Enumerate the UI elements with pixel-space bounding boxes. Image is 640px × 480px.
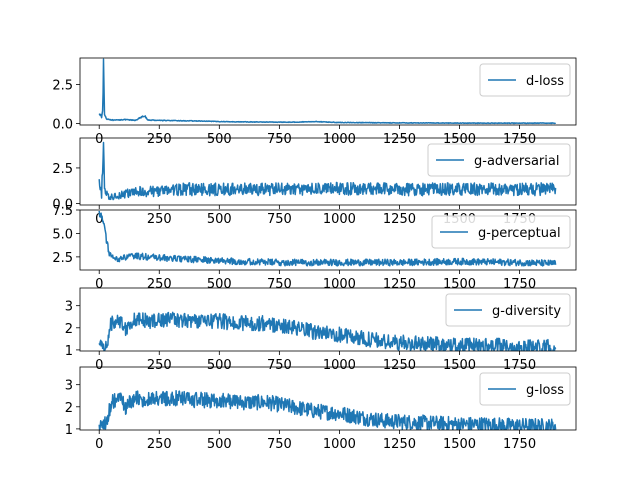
y-tick-label: 3 (65, 300, 73, 315)
x-tick-label: 750 (267, 277, 292, 292)
series-line-g-diversity (98, 311, 557, 351)
x-tick-label: 0 (95, 437, 103, 452)
y-tick-label: 2 (65, 401, 73, 416)
x-tick-label: 750 (267, 358, 292, 373)
legend-label: d-loss (526, 74, 564, 89)
x-tick-label: 1000 (323, 277, 356, 292)
y-tick-label: 5.0 (52, 227, 73, 242)
legend: g-loss (479, 372, 571, 406)
x-tick-label: 1500 (443, 358, 476, 373)
axes-frame (79, 209, 577, 271)
x-tick-label: 1750 (503, 132, 536, 147)
x-tick-label: 250 (147, 132, 172, 147)
legend-box (479, 372, 571, 406)
legend: g-perceptual (431, 215, 571, 249)
x-tick-label: 1250 (383, 132, 416, 147)
legend-box (445, 293, 571, 327)
x-tick-label: 1250 (383, 437, 416, 452)
x-tick-label: 250 (147, 212, 172, 227)
legend-label: g-adversarial (474, 154, 559, 169)
x-tick-label: 750 (267, 212, 292, 227)
x-tick-label: 1000 (323, 132, 356, 147)
subplot-1: 0 250 500 750 1000 1250 1500 1750 0.0 2.5 d-loss (52, 57, 577, 147)
y-tick-label: 7.5 (52, 204, 73, 219)
subplot-2: 025050075010001250150017500.02.5g-advers… (52, 137, 577, 227)
x-tick-label: 1000 (323, 212, 356, 227)
x-tick-label: 750 (267, 437, 292, 452)
legend: g-diversity (445, 293, 571, 327)
legend-box (431, 215, 571, 249)
legend-label: g-diversity (492, 304, 561, 319)
x-tick-label: 1000 (323, 358, 356, 373)
x-tick-label: 0 (95, 132, 103, 147)
x-tick-label: 1000 (323, 437, 356, 452)
y-tick-label: 2 (65, 322, 73, 337)
x-tick-label: 1500 (443, 277, 476, 292)
y-tick-label: 2.5 (52, 251, 73, 266)
series-line-d-loss (98, 58, 557, 125)
legend: d-loss (479, 63, 571, 97)
legend-box (427, 143, 571, 177)
x-tick-label: 250 (147, 437, 172, 452)
x-tick-label: 1750 (503, 277, 536, 292)
x-tick-label: 250 (147, 277, 172, 292)
axes-frame (79, 366, 577, 431)
y-tick-label: 0.0 (52, 198, 73, 213)
series-line-g-perceptual (98, 210, 557, 267)
x-tick-label: 0 (95, 358, 103, 373)
subplot-5: 0 250 500 750 1000 1250 1500 1750 1 2 3 g-loss (65, 366, 577, 452)
x-tick-label: 500 (207, 132, 232, 147)
x-tick-label: 1500 (443, 132, 476, 147)
x-tick-label: 0 (95, 277, 103, 292)
y-tick-label: 1 (65, 344, 73, 359)
x-tick-label: 1750 (503, 437, 536, 452)
y-tick-label: 2.5 (52, 78, 73, 93)
series-line-g-adversarial (98, 141, 557, 201)
x-tick-label: 1250 (383, 277, 416, 292)
series-line-g-loss (98, 389, 557, 430)
x-tick-label: 250 (147, 358, 172, 373)
legend-label: g-perceptual (478, 226, 561, 241)
axes-frame (79, 57, 577, 126)
subplot-3: 0 250 500 750 1000 1250 1500 1750 2.5 5.0 7.5 g-per… (52, 204, 577, 292)
x-tick-label: 1500 (443, 437, 476, 452)
y-tick-label: 2.5 (52, 162, 73, 177)
legend: g-adversarial (427, 143, 571, 177)
y-tick-label: 0.0 (52, 117, 73, 132)
axes-frame (79, 287, 577, 352)
x-tick-label: 1750 (503, 358, 536, 373)
subplot-4: 0 250 500 750 1000 1250 1500 1750 1 2 3 g-diversity (65, 287, 577, 373)
x-tick-label: 750 (267, 132, 292, 147)
x-tick-label: 1250 (383, 358, 416, 373)
x-tick-label: 500 (207, 212, 232, 227)
x-tick-label: 0 (95, 212, 103, 227)
legend-label: g-loss (526, 383, 564, 398)
y-tick-label: 1 (65, 423, 73, 438)
legend-box (479, 63, 571, 97)
axes-frame (79, 137, 577, 206)
x-tick-label: 1250 (383, 212, 416, 227)
x-tick-label: 500 (207, 437, 232, 452)
x-tick-label: 500 (207, 277, 232, 292)
y-tick-label: 3 (65, 379, 73, 394)
x-tick-label: 500 (207, 358, 232, 373)
